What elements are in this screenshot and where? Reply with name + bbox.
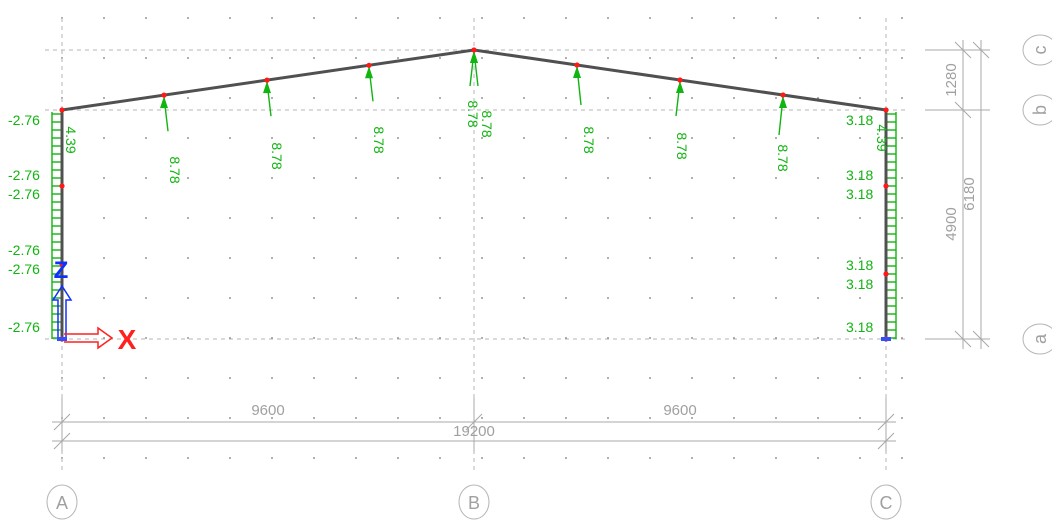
node-15[interactable] <box>780 92 786 98</box>
roof-load-value-4: 8.78 <box>465 100 481 127</box>
node-9[interactable] <box>471 47 477 53</box>
node-10[interactable] <box>161 92 167 98</box>
x-axis-label: X <box>118 324 137 355</box>
grid-bubble-label-C: C <box>880 493 893 513</box>
grid-bubble-label-c: c <box>1030 46 1050 55</box>
node-1[interactable] <box>59 107 65 113</box>
right-side-load-value-5: 3.18 <box>846 276 873 292</box>
grid-lines <box>45 18 905 470</box>
right-side-load-value-4: 3.18 <box>846 257 873 273</box>
node-5[interactable] <box>883 107 889 113</box>
node-11[interactable] <box>264 77 270 83</box>
node-14[interactable] <box>677 77 683 83</box>
background-dot-grid <box>61 17 903 459</box>
roof-load-2[interactable]: 8.78 <box>263 81 285 170</box>
x-axis-arrow <box>64 326 114 350</box>
roof-load-value-8: 8.78 <box>775 144 791 171</box>
support-left[interactable] <box>57 337 67 341</box>
grid-bubble-a[interactable] <box>1022 323 1052 355</box>
right-column-wind-load[interactable] <box>886 112 897 339</box>
roof-load-3[interactable]: 8.78 <box>365 66 387 154</box>
z-axis-label: Z <box>54 257 69 284</box>
left-side-load-value-2: -2.76 <box>8 167 40 183</box>
roof-point-loads[interactable]: 8.788.788.788.788.788.78 8.78 8.78 <box>160 51 791 184</box>
node-2[interactable] <box>59 183 65 189</box>
right-column-load-value: 4.39 <box>874 124 890 151</box>
dim-height-roof: 1280 <box>943 63 960 96</box>
dim-span-2: 9600 <box>663 402 696 419</box>
left-side-load-value-1: -2.76 <box>8 112 40 128</box>
vertical-dimensions <box>925 40 990 349</box>
left-side-load-value-5: -2.76 <box>8 261 40 277</box>
grid-bubble-label-B: B <box>468 493 480 513</box>
support-right[interactable] <box>881 337 891 341</box>
node-7[interactable] <box>883 271 889 277</box>
grid-bubble-B[interactable] <box>458 484 490 520</box>
dim-total-span: 19200 <box>453 423 495 440</box>
grid-bubble-C[interactable] <box>870 484 902 520</box>
dim-span-1: 9600 <box>251 402 284 419</box>
axis-indicator: Z X <box>51 257 137 355</box>
left-side-load-value-4: -2.76 <box>8 242 40 258</box>
roof-load-8[interactable]: 8.78 <box>775 96 791 172</box>
roof-load-1[interactable]: 8.78 <box>160 96 183 184</box>
node-6[interactable] <box>883 183 889 189</box>
right-side-load-value-2: 3.18 <box>846 167 873 183</box>
horizontal-dimensions <box>52 398 896 452</box>
grid-bubble-b[interactable] <box>1022 94 1052 126</box>
roof-load-value-5: 8.78 <box>479 110 495 137</box>
grid-bubble-label-A: A <box>56 493 68 513</box>
supports <box>57 337 891 341</box>
left-side-load-values: -2.76 -2.76 -2.76 -2.76 -2.76 -2.76 <box>8 112 40 335</box>
node-3[interactable] <box>59 261 65 267</box>
left-side-load-value-3: -2.76 <box>8 186 40 202</box>
z-axis-arrow <box>51 284 73 337</box>
grid-bubbles <box>46 34 1052 520</box>
right-side-load-values: 3.18 3.18 3.18 3.18 3.18 3.18 <box>846 112 873 335</box>
grid-bubble-A[interactable] <box>46 484 78 520</box>
roof-load-value-6: 8.78 <box>581 126 597 153</box>
right-side-load-value-1: 3.18 <box>846 112 873 128</box>
grid-bubble-label-b: b <box>1030 105 1050 115</box>
right-side-load-value-3: 3.18 <box>846 186 873 202</box>
grid-bubble-label-a: a <box>1030 333 1050 344</box>
roof-load-value-7: 8.78 <box>674 132 690 159</box>
roof-load-5[interactable]: 8.78 <box>470 51 495 138</box>
roof-load-value-1: 8.78 <box>167 156 183 183</box>
dim-height-total: 6180 <box>961 177 978 210</box>
left-side-load-value-6: -2.76 <box>8 319 40 335</box>
roof-load-value-3: 8.78 <box>371 126 387 153</box>
roof-load-7[interactable]: 8.78 <box>674 81 690 160</box>
node-12[interactable] <box>366 62 372 68</box>
grid-bubble-c[interactable] <box>1022 34 1052 66</box>
roof-load-value-2: 8.78 <box>269 142 285 169</box>
dim-height-eave: 4900 <box>943 207 960 240</box>
left-column-load-value: 4.39 <box>63 126 79 153</box>
roof-load-6[interactable]: 8.78 <box>573 66 597 154</box>
node-13[interactable] <box>574 62 580 68</box>
right-side-load-value-6: 3.18 <box>846 319 873 335</box>
